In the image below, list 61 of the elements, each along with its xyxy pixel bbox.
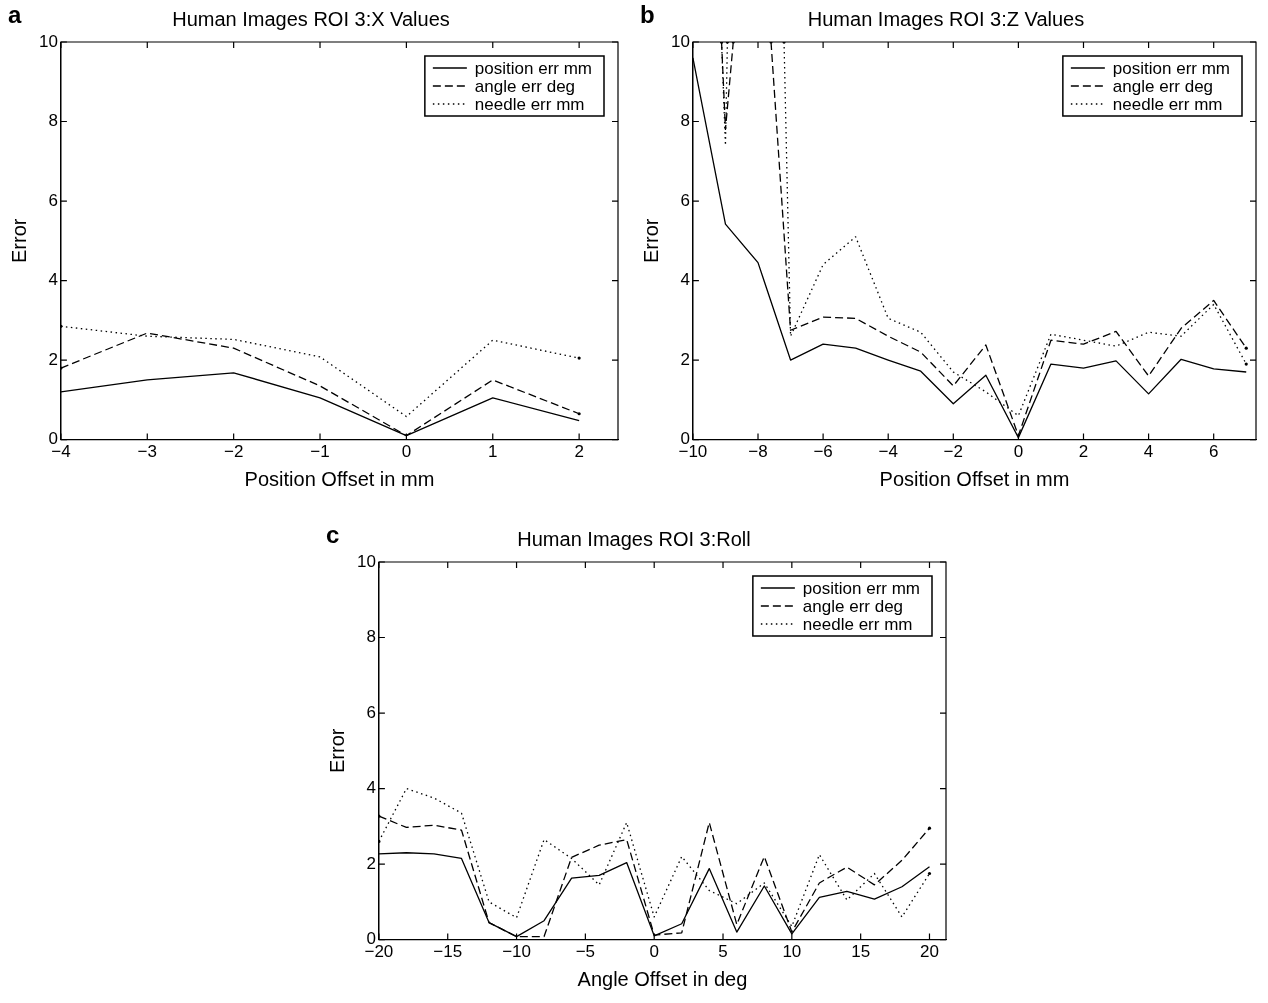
x-tick-label: −3 xyxy=(137,442,157,462)
y-tick-label: 4 xyxy=(366,778,376,798)
x-tick-label: −4 xyxy=(878,442,898,462)
x-tick-label: 6 xyxy=(1208,442,1219,462)
text: b xyxy=(640,0,655,28)
y-tick-label: 0 xyxy=(366,929,376,949)
y-tick-label: 2 xyxy=(680,349,690,369)
x-tick-label: −8 xyxy=(748,442,768,462)
y-tick-label: 4 xyxy=(48,270,58,290)
legend-label: needle err mm xyxy=(802,614,913,634)
x-tick-label: −2 xyxy=(943,442,963,462)
y-tick-label: 8 xyxy=(366,627,376,647)
y-tick-label: 8 xyxy=(680,111,690,131)
y-tick-label: 2 xyxy=(48,349,58,369)
x-tick-label: 0 xyxy=(1013,442,1024,462)
y-tick-label: 0 xyxy=(680,429,690,449)
legend-label: needle err mm xyxy=(1112,94,1223,114)
x-tick-label: 1 xyxy=(488,442,498,462)
y-tick-label: 0 xyxy=(48,429,58,449)
x-tick-label: 15 xyxy=(851,942,871,962)
text: c xyxy=(326,520,340,548)
x-tick-label: −5 xyxy=(575,942,596,962)
x-axis-title: Angle Offset in deg xyxy=(577,967,748,990)
y-tick-label: 10 xyxy=(38,31,58,51)
y-tick-label: 6 xyxy=(366,702,376,722)
chart-title: Human Images ROI 3:X Values xyxy=(172,7,450,30)
y-tick-label: 10 xyxy=(356,551,376,571)
legend-label: angle err deg xyxy=(1112,76,1214,96)
y-axis-title: Error xyxy=(7,218,30,264)
x-tick-label: −1 xyxy=(310,442,330,462)
chart-title: Human Images ROI 3:Roll xyxy=(517,527,751,550)
x-tick-label: 4 xyxy=(1143,442,1154,462)
x-axis-title: Position Offset in mm xyxy=(879,467,1070,490)
x-tick-label: 2 xyxy=(574,442,584,462)
chart-title: Human Images ROI 3:Z Values xyxy=(807,7,1085,30)
x-tick-label: 5 xyxy=(718,942,728,962)
y-axis-title: Error xyxy=(639,218,662,264)
y-tick-label: 6 xyxy=(680,190,690,210)
y-tick-label: 10 xyxy=(670,31,690,51)
legend-label: angle err deg xyxy=(474,76,576,96)
x-tick-label: 20 xyxy=(920,942,939,962)
x-tick-label: −15 xyxy=(433,942,463,962)
y-tick-label: 6 xyxy=(48,190,58,210)
y-tick-label: 2 xyxy=(366,853,376,873)
x-axis-title: Position Offset in mm xyxy=(244,467,435,490)
x-tick-label: −6 xyxy=(813,442,833,462)
legend-label: angle err deg xyxy=(802,596,904,616)
legend-label: position err mm xyxy=(474,58,592,78)
legend-label: needle err mm xyxy=(474,94,585,114)
y-tick-label: 4 xyxy=(680,270,690,290)
text: a xyxy=(8,0,22,28)
x-tick-label: 2 xyxy=(1078,442,1089,462)
legend-label: position err mm xyxy=(1112,58,1230,78)
x-tick-label: 0 xyxy=(649,942,659,962)
x-tick-label: −10 xyxy=(502,942,531,962)
legend-label: position err mm xyxy=(802,578,920,598)
x-tick-label: 10 xyxy=(782,942,802,962)
y-axis-title: Error xyxy=(325,728,348,774)
x-tick-label: −2 xyxy=(223,442,244,462)
y-tick-label: 8 xyxy=(48,111,58,131)
x-tick-label: 0 xyxy=(401,442,412,462)
